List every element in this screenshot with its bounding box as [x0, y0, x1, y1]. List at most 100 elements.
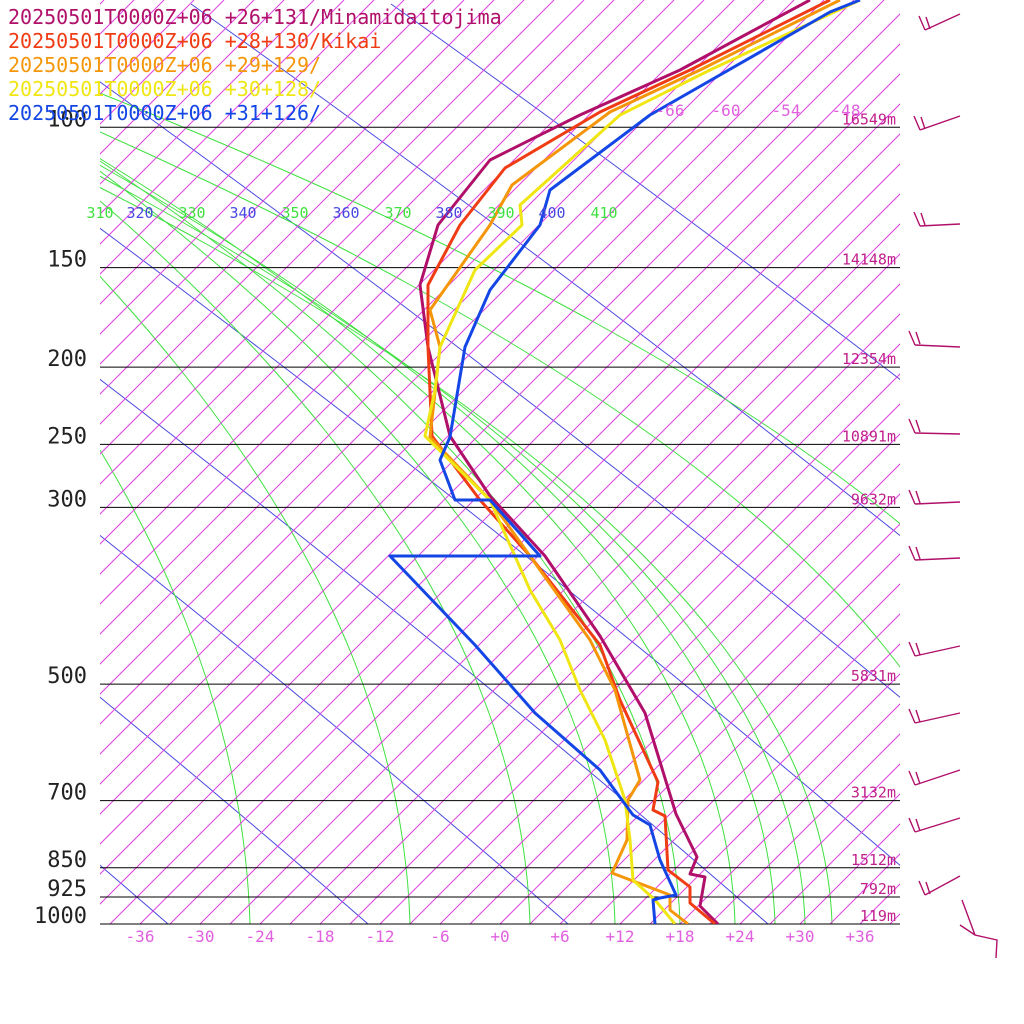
wind-barb	[919, 115, 961, 131]
height-label: 1512m	[851, 851, 896, 869]
moist-adiabat	[100, 449, 251, 924]
isotherm	[649, 673, 900, 924]
moist-adiabat	[100, 275, 411, 924]
temperature-tick-label: +6	[550, 927, 569, 946]
height-label: 12354m	[842, 350, 896, 368]
isotherm	[619, 643, 900, 924]
wind-barb-flag	[908, 489, 921, 505]
isotherm	[349, 373, 900, 924]
isotherm	[100, 0, 525, 425]
height-label: 9632m	[851, 490, 896, 508]
wind-barb	[914, 769, 961, 786]
wind-barb	[914, 645, 961, 657]
isotherm	[100, 0, 675, 575]
pressure-label: 500	[47, 664, 87, 689]
isotherm	[259, 283, 900, 924]
isotherm	[100, 73, 900, 875]
theta-label: 380	[435, 204, 462, 222]
isotherm	[100, 0, 255, 155]
isotherm	[139, 163, 900, 924]
height-label: 792m	[860, 880, 896, 898]
pressure-label: 700	[47, 781, 87, 806]
isotherm	[100, 0, 825, 725]
temperature-tick-label: -18	[306, 927, 335, 946]
temperature-tick-label: +30	[786, 927, 815, 946]
legend-entry: 20250501T0000Z+06 +30+128/	[8, 77, 322, 101]
legend-entry: 20250501T0000Z+06 +31+126/	[8, 101, 322, 125]
isotherm	[889, 913, 900, 924]
isotherm	[980, 0, 1024, 924]
isotherm	[529, 553, 900, 924]
dry-adiabat	[100, 227, 900, 866]
temperature-tick-label: -24	[246, 927, 275, 946]
isotherm	[589, 613, 900, 924]
sounding-series-line	[388, 0, 861, 924]
isotherm	[100, 0, 435, 335]
temperature-tick-label: -6	[430, 927, 449, 946]
isotherm	[229, 253, 900, 924]
wind-barb-flag	[908, 418, 921, 434]
isotherm	[739, 763, 900, 924]
temperature-tick-label: +12	[606, 927, 635, 946]
isotherm	[100, 0, 345, 245]
isotherm	[100, 0, 225, 125]
wind-barb-flag	[908, 817, 921, 833]
moist-adiabat	[100, 170, 616, 924]
wind-barb-flag	[908, 641, 921, 657]
wind-barb-flag	[913, 115, 926, 131]
height-label: 5831m	[851, 667, 896, 685]
isotherm	[100, 0, 765, 665]
theta-label: 370	[384, 204, 411, 222]
temperature-tick-label: +24	[726, 927, 755, 946]
pressure-label: 250	[47, 424, 87, 449]
legend-entry: 20250501T0000Z+06 +26+131/Minamidaitojim…	[8, 5, 502, 29]
theta-label: 390	[487, 204, 514, 222]
isotherm	[409, 433, 900, 924]
wind-barb-flag	[918, 880, 931, 896]
isotherm	[169, 193, 900, 924]
pressure-label: 925	[47, 877, 87, 902]
isotherm	[559, 583, 900, 924]
theta-label: 410	[590, 204, 617, 222]
height-label: 14148m	[842, 251, 896, 269]
isotherm	[100, 0, 585, 485]
theta-label: 340	[229, 204, 256, 222]
height-label: 3132m	[851, 784, 896, 802]
isotherm	[709, 733, 900, 924]
moist-adiabat	[100, 175, 806, 924]
isotherm	[100, 0, 465, 365]
theta-label: 400	[538, 204, 565, 222]
temperature-tick-label: +18	[666, 927, 695, 946]
sounding-series-line	[418, 0, 811, 924]
wind-barb-flag	[913, 211, 926, 227]
temperature-tick-label: -12	[366, 927, 395, 946]
pressure-label: 100	[47, 107, 87, 132]
dry-adiabats	[100, 3, 900, 924]
sounding-series-line	[423, 0, 861, 924]
isotherm	[100, 0, 855, 755]
height-label: 16549m	[842, 110, 896, 128]
pressure-label: 200	[47, 347, 87, 372]
theta-label: 350	[281, 204, 308, 222]
dry-adiabat	[100, 534, 569, 924]
wind-barb	[959, 899, 998, 959]
isotherm	[679, 703, 900, 924]
isotherms	[0, 0, 1024, 924]
isotherm	[100, 0, 495, 395]
isotherm	[100, 43, 900, 845]
isotherm	[799, 823, 900, 924]
wind-barb	[914, 557, 961, 561]
isotherm	[469, 493, 900, 924]
isotherm	[0, 0, 44, 924]
wind-barbs	[908, 13, 998, 959]
wind-barb	[919, 223, 961, 227]
legend-entry: 20250501T0000Z+06 +29+129/	[8, 53, 322, 77]
isotherm	[100, 0, 735, 635]
isotherm	[199, 223, 900, 924]
isobars	[100, 126, 900, 925]
pressure-label: 150	[47, 248, 87, 273]
isotherm	[379, 403, 900, 924]
moist-adiabat	[100, 200, 531, 924]
isotherm	[0, 0, 14, 924]
